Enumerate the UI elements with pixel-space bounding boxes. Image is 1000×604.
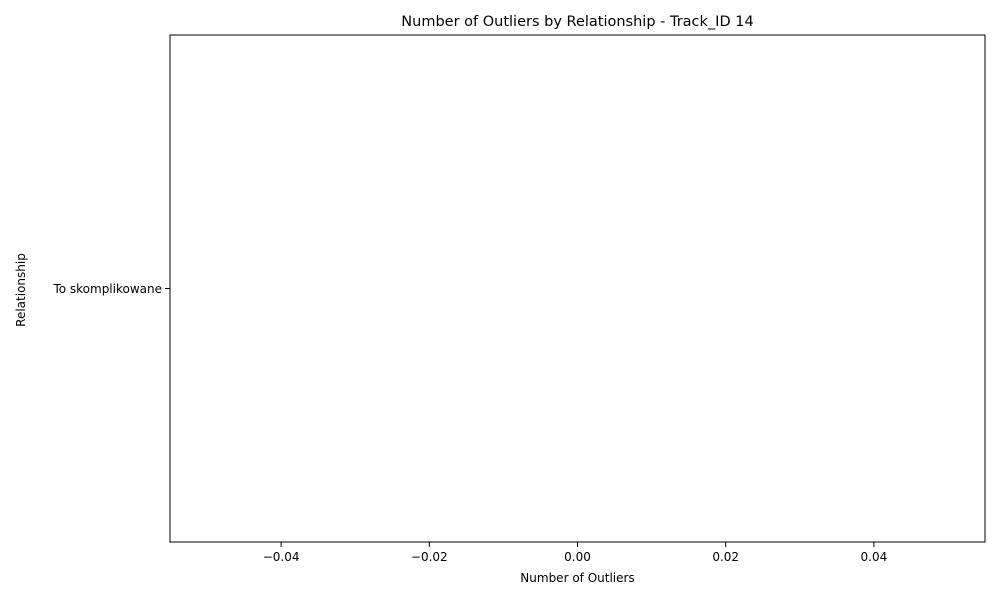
x-tick-label: −0.02: [411, 550, 448, 564]
x-tick-label: 0.02: [712, 550, 739, 564]
x-tick-label: −0.04: [263, 550, 300, 564]
y-axis-label: Relationship: [14, 253, 28, 327]
x-axis-label: Number of Outliers: [520, 571, 634, 585]
plot-area: To skomplikowane −0.04 −0.02 0.00 0.02 0.04: [52, 34, 986, 564]
axes-frame: [169, 34, 986, 543]
chart-title: Number of Outliers by Relationship - Tra…: [401, 14, 753, 30]
x-tick-label: 0.00: [564, 550, 591, 564]
y-tick-label: To skomplikowane: [52, 282, 162, 296]
x-tick-label: 0.04: [861, 550, 888, 564]
